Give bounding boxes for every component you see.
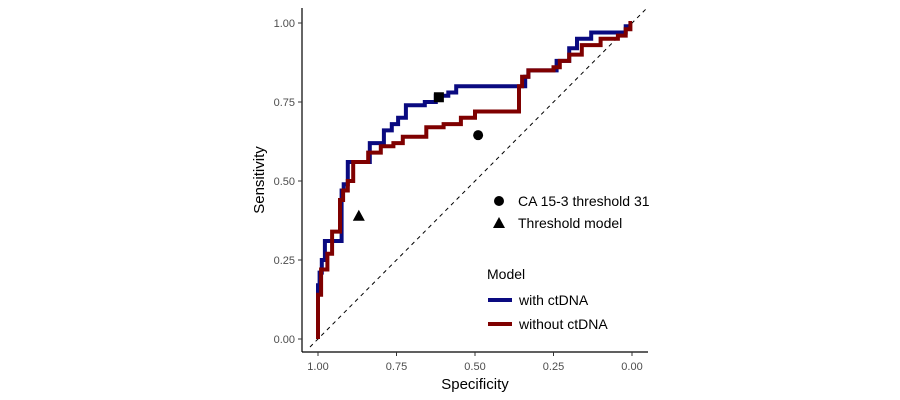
legend-label: with ctDNA: [518, 292, 589, 308]
threshold-model-point: [352, 209, 365, 221]
y-axis-title: Sensitivity: [251, 146, 268, 214]
y-tick-label: 0.50: [274, 176, 295, 188]
legend: Model CA 15-3 threshold 31 Threshold mode…: [487, 193, 650, 332]
legend-key-triangle: [493, 217, 505, 228]
point-group: [352, 92, 484, 221]
legend-key-circle: [494, 196, 504, 206]
legend-title: Model: [487, 266, 525, 282]
y-tick-label: 0.00: [274, 334, 295, 346]
y-tick-label: 1.00: [274, 18, 295, 30]
y-tick-label: 0.25: [274, 255, 295, 267]
series-group: [316, 21, 633, 339]
x-tick-label: 0.25: [543, 361, 564, 373]
x-axis-title: Specificity: [441, 376, 509, 393]
roc-curve-without-ctdna: [316, 21, 633, 339]
x-tick-label: 1.00: [307, 361, 328, 373]
legend-label: CA 15-3 threshold 31: [518, 193, 650, 209]
x-tick-label: 0.00: [621, 361, 642, 373]
y-tick-label: 0.75: [274, 97, 295, 109]
legend-label: Threshold model: [518, 215, 622, 231]
x-tick-label: 0.75: [386, 361, 407, 373]
x-tick-label: 0.50: [464, 361, 485, 373]
reference-diagonal: [309, 8, 647, 348]
square-point: [433, 92, 444, 103]
legend-label: without ctDNA: [518, 316, 608, 332]
tick-group: 1.00 0.75 0.50 0.25 0.00 0.00 0.25 0.50 0.75 1.00: [274, 18, 643, 373]
ca153-point: [473, 130, 484, 141]
